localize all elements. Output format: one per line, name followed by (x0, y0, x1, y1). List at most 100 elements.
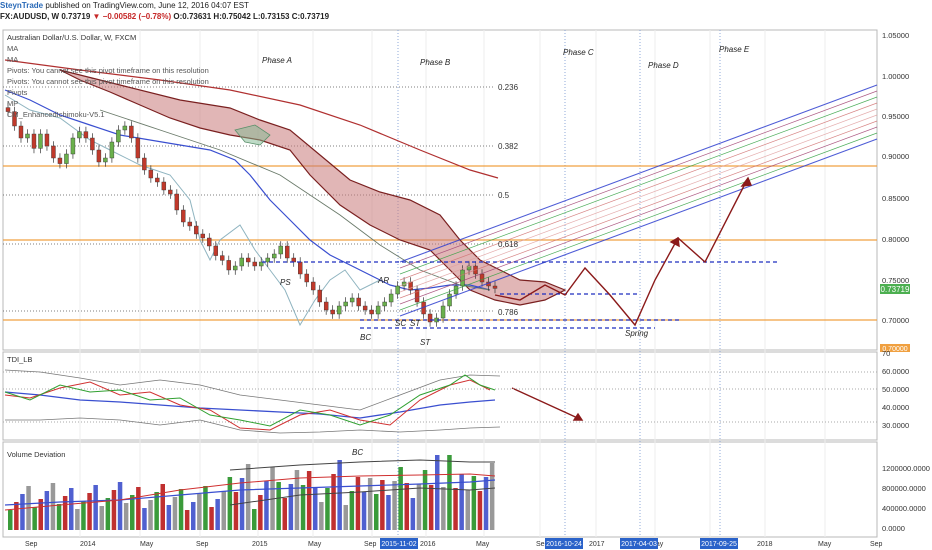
candle-body (285, 245, 290, 259)
volume-bar (459, 474, 464, 530)
volume-bar (483, 477, 489, 530)
candle-body (70, 137, 76, 155)
candle-body (38, 133, 43, 149)
candle-body (492, 285, 498, 289)
pane-frames (2, 29, 878, 538)
channel-line (399, 132, 878, 311)
candle-body (51, 145, 56, 159)
volume-bar (81, 501, 86, 530)
candle-body (395, 285, 400, 295)
svg-text:30.0000: 30.0000 (882, 421, 909, 430)
volume-bar (398, 467, 403, 530)
svg-text:Phase A: Phase A (262, 56, 292, 65)
ichimoku-cloud-bear (59, 69, 567, 306)
candle-body (278, 245, 283, 255)
svg-text:2015-11-02: 2015-11-02 (381, 541, 416, 548)
candle-body (479, 273, 485, 283)
candle-body (233, 265, 238, 271)
svg-text:Phase E: Phase E (719, 45, 750, 54)
candle-body (181, 209, 186, 223)
indicator-mp: MP (7, 99, 18, 108)
lagging-span-line (4, 94, 381, 327)
last-price-badge: 0.73719 (880, 284, 910, 294)
svg-text:May: May (818, 541, 832, 548)
svg-text:800000.0000: 800000.0000 (882, 484, 926, 493)
svg-text:2016-10-24: 2016-10-24 (546, 541, 582, 548)
volume-bar (374, 494, 379, 530)
volume-bar (8, 510, 13, 530)
svg-text:0.70000: 0.70000 (882, 346, 907, 353)
volume-bar (343, 505, 348, 530)
volume-bar (123, 503, 129, 530)
volume-bar (489, 463, 495, 530)
volume-bar (355, 477, 361, 530)
candle-body (174, 193, 180, 211)
volume-bar (471, 476, 477, 530)
candle-body (77, 131, 82, 139)
candle-body (460, 269, 465, 287)
svg-text:60.0000: 60.0000 (882, 367, 909, 376)
volume-bar (276, 482, 281, 530)
volume-bar (361, 492, 367, 530)
indicator-pivots-3: Pivots (7, 88, 28, 97)
svg-text:0.0000: 0.0000 (882, 524, 905, 533)
svg-text:May: May (140, 541, 154, 548)
volume-bar (38, 499, 43, 530)
svg-text:0.382: 0.382 (498, 142, 519, 151)
svg-text:Sep: Sep (364, 541, 377, 548)
candle-body (64, 153, 69, 164)
channel-line (399, 138, 878, 317)
candle-body (349, 297, 355, 303)
volume-bar (191, 502, 196, 530)
candle-body (375, 305, 381, 315)
pitchfork-channel (399, 84, 878, 317)
svg-text:1.00000: 1.00000 (882, 72, 909, 81)
candle-body (323, 301, 329, 311)
candle-body (25, 133, 30, 139)
volume-pane: Volume Deviation BC 1200000.0000 800000.… (4, 448, 930, 533)
svg-text:2017-09-25: 2017-09-25 (701, 541, 737, 548)
candle-body (12, 111, 17, 127)
volume-bar (227, 477, 233, 530)
volume-bar (319, 502, 324, 530)
channel-line (399, 114, 878, 293)
phase-labels: Phase A Phase B Phase C Phase D Phase E (262, 45, 750, 70)
candle-body (369, 309, 374, 315)
channel-line (399, 108, 878, 287)
candle-body (109, 141, 115, 159)
svg-text:BC: BC (352, 448, 363, 457)
volume-bar (75, 509, 80, 530)
volume-bar (404, 483, 409, 530)
volume-bar (87, 493, 92, 530)
candle-body (187, 221, 193, 227)
svg-text:2016: 2016 (420, 541, 436, 548)
candle-body (330, 309, 335, 315)
svg-text:0.70000: 0.70000 (882, 316, 909, 325)
wyckoff-labels: PS AR SC ST BC ST Spring (280, 276, 649, 347)
candle-body (414, 289, 420, 303)
volume-bar (380, 480, 385, 530)
phase-dividers (397, 30, 721, 537)
blue-ma-line (4, 89, 491, 291)
candle-body (382, 301, 387, 307)
candle-body (388, 293, 394, 303)
candle-body (18, 125, 24, 139)
author-link[interactable]: SteynTrade (0, 1, 44, 10)
volume-bar (300, 485, 306, 530)
gray-ma-line (99, 109, 491, 291)
last-price-label: 0.73719 (61, 12, 91, 21)
svg-text:0.618: 0.618 (498, 240, 519, 249)
volume-bar (331, 474, 336, 530)
svg-text:ST: ST (410, 319, 421, 328)
volume-bar (69, 488, 74, 530)
volume-bar (44, 491, 50, 530)
volume-bar (416, 484, 422, 530)
svg-text:TDI_LB: TDI_LB (7, 355, 32, 364)
slow-ma-line (4, 59, 499, 179)
svg-text:Sep: Sep (196, 541, 209, 548)
bottom-price-badge: 0.70000 (880, 344, 910, 353)
candle-body (148, 169, 154, 179)
candle-body (90, 137, 95, 151)
indicator-ichimoku: CM_EnhancedIchimoku-V5.1 (7, 110, 105, 119)
